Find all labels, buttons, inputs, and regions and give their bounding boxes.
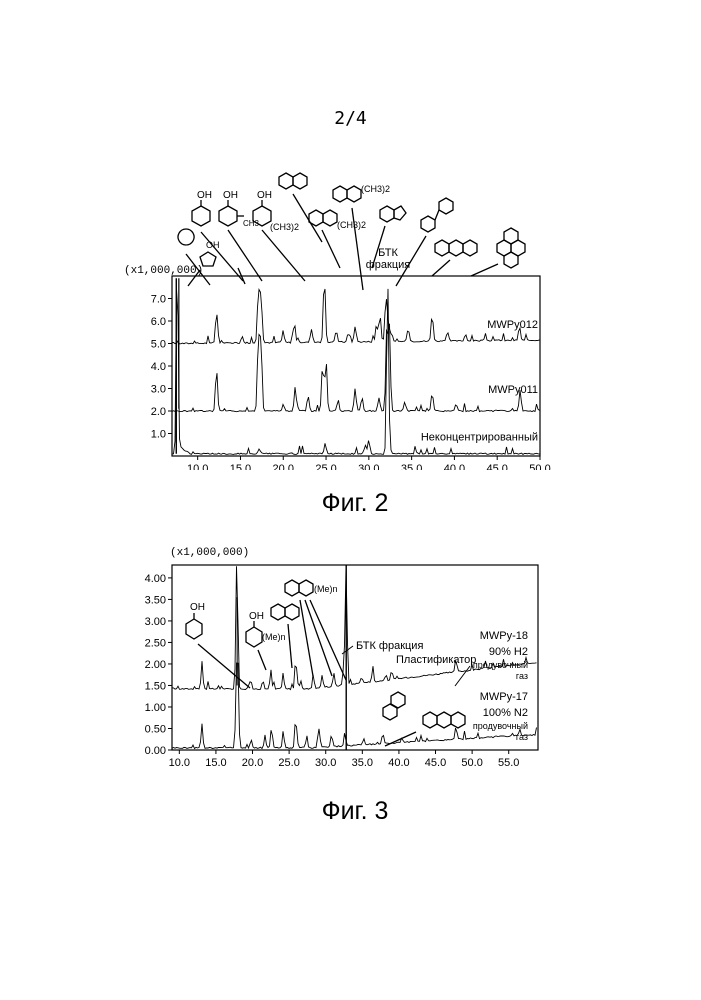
x-tick-label: 10.0 [187, 463, 208, 470]
figure-3-caption: Фиг. 3 [255, 797, 455, 826]
x-tick-label: 30.0 [358, 463, 379, 470]
y-tick-label: 0.00 [145, 745, 166, 757]
structure-label: OH [197, 190, 212, 201]
structure-label: OH [257, 190, 272, 201]
figure-2: OH OH CH3 OH (CH3)2 (CH3)2 (CH3)2 OH БТК… [0, 160, 701, 470]
fluorene-structure [421, 216, 435, 232]
figure-2-plot: 10.0 15.0 20.0 25.0 30.0 35.0 40.0 45.0 50.0 1.0 2… [151, 276, 551, 470]
series-line-MWPy012 [172, 289, 540, 344]
series-line-MWPy-17 [172, 663, 537, 749]
structure-label: OH [206, 240, 220, 250]
x-tick-label: 55.0 [498, 757, 519, 769]
x-tick-label: 50.0 [461, 757, 482, 769]
y-multiplier: (x1,000,000) [170, 547, 249, 559]
y-tick-label: 1.00 [145, 702, 166, 714]
trace-label: Неконцентрированный [421, 431, 538, 443]
plasticizer-label: Пластификатор [396, 654, 476, 666]
x-tick-label: 40.0 [388, 757, 409, 769]
figure-3: (x1,000,000) OH OH (Me)n (Me)n БТК фракц… [0, 540, 701, 780]
x-tick-label: 25.0 [315, 463, 336, 470]
trace-label-gas: 100% N2 [483, 707, 528, 719]
naphthalene-structure [271, 604, 285, 620]
structure-label: OH [249, 611, 264, 622]
cresol-structure [219, 206, 237, 226]
y-tick-label: 3.0 [151, 384, 166, 396]
x-tick-label: 30.0 [315, 757, 336, 769]
x-tick-label: 45.0 [425, 757, 446, 769]
structure-label: (CH3)2 [361, 184, 390, 194]
y-tick-label: 3.50 [145, 594, 166, 606]
x-tick-label: 15.0 [205, 757, 226, 769]
y-tick-label: 6.0 [151, 316, 166, 328]
series-line-MWPy-18 [172, 566, 537, 690]
anthracene-structure [435, 240, 449, 256]
y-tick-label: 5.0 [151, 339, 166, 351]
y-tick-label: 1.0 [151, 429, 166, 441]
y-tick-label: 4.00 [145, 573, 166, 585]
y-tick-label: 0.50 [145, 723, 166, 735]
naphthalene-structure [279, 173, 293, 189]
phenol-structure [186, 619, 202, 639]
x-tick-label: 50.0 [529, 463, 550, 470]
x-tick-label: 45.0 [486, 463, 507, 470]
plot-frame [172, 276, 540, 456]
trace-label-id: MWPy-17 [480, 691, 528, 703]
methylphenol-structure [246, 627, 262, 647]
btk-fraction-label-line1: БТК [378, 247, 398, 259]
y-tick-label: 1.50 [145, 680, 166, 692]
furanol-structure [200, 252, 216, 266]
x-tick-label: 40.0 [444, 463, 465, 470]
x-tick-label: 10.0 [169, 757, 190, 769]
trace-label-note: газ [516, 732, 528, 742]
x-tick-label: 35.0 [401, 463, 422, 470]
y-tick-label: 2.50 [145, 637, 166, 649]
y-tick-label: 3.00 [145, 616, 166, 628]
x-tick-label: 25.0 [278, 757, 299, 769]
y-multiplier: (x1,000,000) [124, 265, 203, 277]
page-number: 2/4 [0, 108, 701, 129]
structure-label: (CH3)2 [337, 220, 366, 230]
methylnaphthalene-structure [285, 580, 299, 596]
x-tick-label: 35.0 [352, 757, 373, 769]
y-tick-label: 2.0 [151, 406, 166, 418]
lactone-structure [178, 229, 194, 245]
phenol-structure [192, 206, 210, 226]
x-tick-label: 20.0 [242, 757, 263, 769]
structure-label: CH3 [243, 219, 260, 228]
structure-label: (Me)n [314, 584, 338, 594]
trace-label-note: газ [516, 671, 528, 681]
series-line-Неконцентрированный [172, 289, 540, 455]
btk-fraction-label: БТК фракция [356, 640, 423, 652]
structure-label: OH [190, 602, 205, 613]
trace-label: MWPy011 [488, 384, 538, 396]
figure-2-caption: Фиг. 2 [255, 489, 455, 518]
acenaphthylene-structure [380, 206, 394, 222]
structure-label: OH [223, 190, 238, 201]
y-tick-label: 4.0 [151, 361, 166, 373]
anthracene-structure [423, 712, 437, 728]
y-tick-label: 2.00 [145, 659, 166, 671]
trace-label-id: MWPy-18 [480, 630, 528, 642]
y-tick-label: 7.0 [151, 294, 166, 306]
trace-label: MWPy012 [487, 319, 538, 331]
structure-label: (Me)n [262, 632, 286, 642]
trace-label-note: продувочный [473, 721, 528, 731]
trace-label-note: продувочный [473, 660, 528, 670]
x-tick-label: 20.0 [273, 463, 294, 470]
x-tick-label: 15.0 [230, 463, 251, 470]
btk-fraction-label-line2: фракция [366, 259, 411, 271]
trace-label-gas: 90% H2 [489, 646, 528, 658]
figure-3-plot: 10.0 15.0 20.0 25.0 30.0 35.0 40.0 45.0 50.0 55.0… [145, 565, 538, 769]
structure-label: (CH3)2 [270, 222, 299, 232]
